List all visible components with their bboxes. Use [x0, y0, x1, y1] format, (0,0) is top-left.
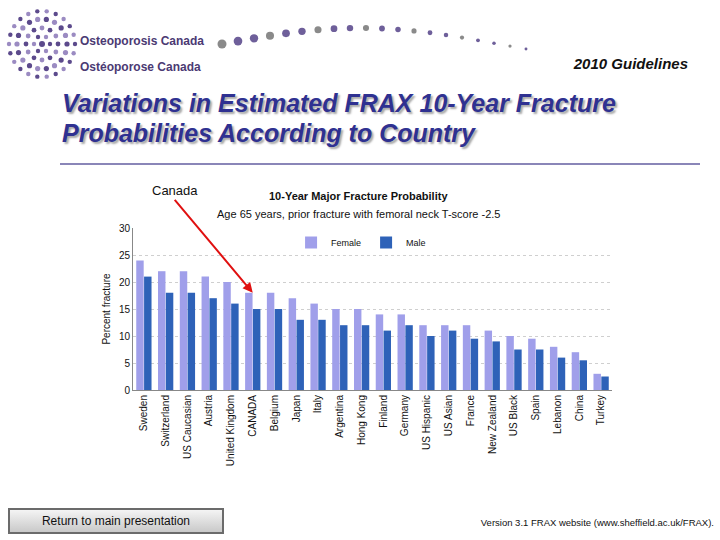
svg-text:Spain: Spain	[530, 395, 541, 421]
svg-text:Sweden: Sweden	[138, 395, 149, 431]
svg-text:Germany: Germany	[399, 395, 410, 436]
html-text:Version 3.1 FRAX website (www.: Version 3.1 FRAX website (www.sheffield.…	[480, 517, 714, 528]
svg-text:10: 10	[119, 331, 131, 342]
svg-text:Italy: Italy	[312, 395, 323, 413]
svg-text:Belgium: Belgium	[269, 395, 280, 431]
svg-text:China: China	[574, 395, 585, 422]
svg-text:Lebanon: Lebanon	[552, 395, 563, 434]
svg-text:Percent fracture: Percent fracture	[101, 273, 112, 345]
svg-text:Age 65 years, prior fracture w: Age 65 years, prior fracture with femora…	[217, 208, 500, 220]
html-text:2010 Guidelines: 2010 Guidelines	[573, 55, 688, 72]
svg-text:Hong Kong: Hong Kong	[356, 395, 367, 445]
svg-text:France: France	[465, 395, 476, 427]
svg-text:Female: Female	[331, 238, 361, 248]
svg-text:Male: Male	[406, 238, 426, 248]
svg-text:United Kingdom: United Kingdom	[225, 395, 236, 466]
svg-text:US Asian: US Asian	[443, 395, 454, 436]
svg-text:Canada: Canada	[152, 185, 198, 198]
svg-text:CANADA: CANADA	[247, 395, 258, 437]
svg-text:Argentina: Argentina	[334, 395, 345, 438]
svg-text:Austria: Austria	[203, 395, 214, 427]
html-text:Ostéoporose Canada: Ostéoporose Canada	[80, 60, 201, 74]
svg-text:US Hispanic: US Hispanic	[421, 395, 432, 450]
svg-text:20: 20	[119, 277, 131, 288]
svg-text:US Caucasian: US Caucasian	[182, 395, 193, 459]
svg-text:5: 5	[124, 358, 130, 369]
svg-text:15: 15	[119, 304, 131, 315]
svg-text:10-Year Major Fracture Probabi: 10-Year Major Fracture Probability	[269, 190, 448, 202]
svg-text:0: 0	[124, 385, 130, 396]
svg-text:Turkey: Turkey	[595, 395, 606, 425]
svg-text:Japan: Japan	[291, 395, 302, 422]
svg-text:25: 25	[119, 250, 131, 261]
svg-text:US Black: US Black	[508, 394, 519, 436]
svg-text:Switzerland: Switzerland	[160, 395, 171, 447]
html-text:Variations in Estimated FRAX 1: Variations in Estimated FRAX 10-Year Fra…	[62, 89, 616, 147]
svg-text:Finland: Finland	[378, 395, 389, 428]
svg-text:30: 30	[119, 223, 131, 234]
svg-text:New Zealand: New Zealand	[487, 395, 498, 454]
html-text:Osteoporosis Canada: Osteoporosis Canada	[80, 34, 204, 48]
html-text:Return to main presentation: Return to main presentation	[42, 514, 190, 528]
